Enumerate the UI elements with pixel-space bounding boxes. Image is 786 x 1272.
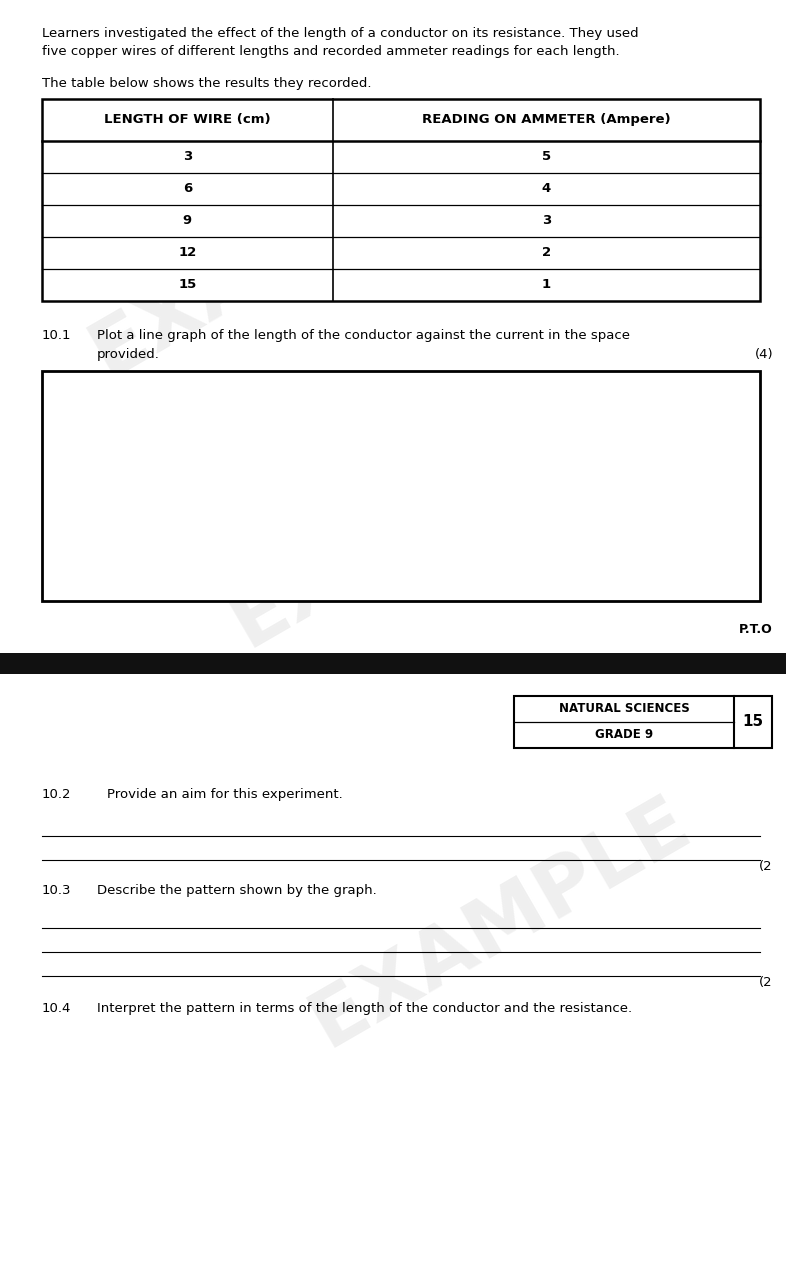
Text: EXAMPLE: EXAMPLE: [76, 112, 483, 392]
Text: 10.2: 10.2: [42, 787, 72, 801]
Text: 3: 3: [542, 215, 551, 228]
Text: (4): (4): [755, 349, 773, 361]
Text: P.T.O: P.T.O: [740, 623, 773, 636]
Text: 3: 3: [183, 150, 192, 164]
Text: provided.: provided.: [97, 349, 160, 361]
Text: NATURAL SCIENCES: NATURAL SCIENCES: [559, 702, 689, 715]
Text: EXAMPLE: EXAMPLE: [217, 382, 623, 661]
Text: 6: 6: [183, 182, 192, 196]
Text: Interpret the pattern in terms of the length of the conductor and the resistance: Interpret the pattern in terms of the le…: [97, 1002, 632, 1015]
Text: (2: (2: [759, 860, 773, 873]
Bar: [0, 653, 786, 674]
Text: 10.3: 10.3: [42, 884, 72, 897]
Text: Provide an aim for this experiment.: Provide an aim for this experiment.: [107, 787, 343, 801]
Text: 2: 2: [542, 247, 551, 259]
Text: 12: 12: [178, 247, 196, 259]
Text: (2: (2: [759, 976, 773, 990]
Bar: [42, 371, 760, 600]
Text: 15: 15: [178, 279, 196, 291]
Text: Learners investigated the effect of the length of a conductor on its resistance.: Learners investigated the effect of the …: [42, 27, 639, 39]
Text: GRADE 9: GRADE 9: [595, 729, 653, 742]
Text: 9: 9: [183, 215, 192, 228]
Text: The table below shows the results they recorded.: The table below shows the results they r…: [42, 78, 372, 90]
Text: 1: 1: [542, 279, 551, 291]
Text: LENGTH OF WIRE (cm): LENGTH OF WIRE (cm): [104, 113, 270, 126]
Text: 15: 15: [743, 715, 763, 730]
Text: 10.4: 10.4: [42, 1002, 72, 1015]
Text: Plot a line graph of the length of the conductor against the current in the spac: Plot a line graph of the length of the c…: [97, 329, 630, 342]
Text: EXAMPLE: EXAMPLE: [296, 782, 703, 1062]
Text: 5: 5: [542, 150, 551, 164]
Bar: [42, 99, 760, 301]
Text: 4: 4: [542, 182, 551, 196]
Text: READING ON AMMETER (Ampere): READING ON AMMETER (Ampere): [422, 113, 670, 126]
Bar: [514, 696, 772, 748]
Text: 10.1: 10.1: [42, 329, 72, 342]
Text: five copper wires of different lengths and recorded ammeter readings for each le: five copper wires of different lengths a…: [42, 45, 619, 59]
Text: Describe the pattern shown by the graph.: Describe the pattern shown by the graph.: [97, 884, 376, 897]
